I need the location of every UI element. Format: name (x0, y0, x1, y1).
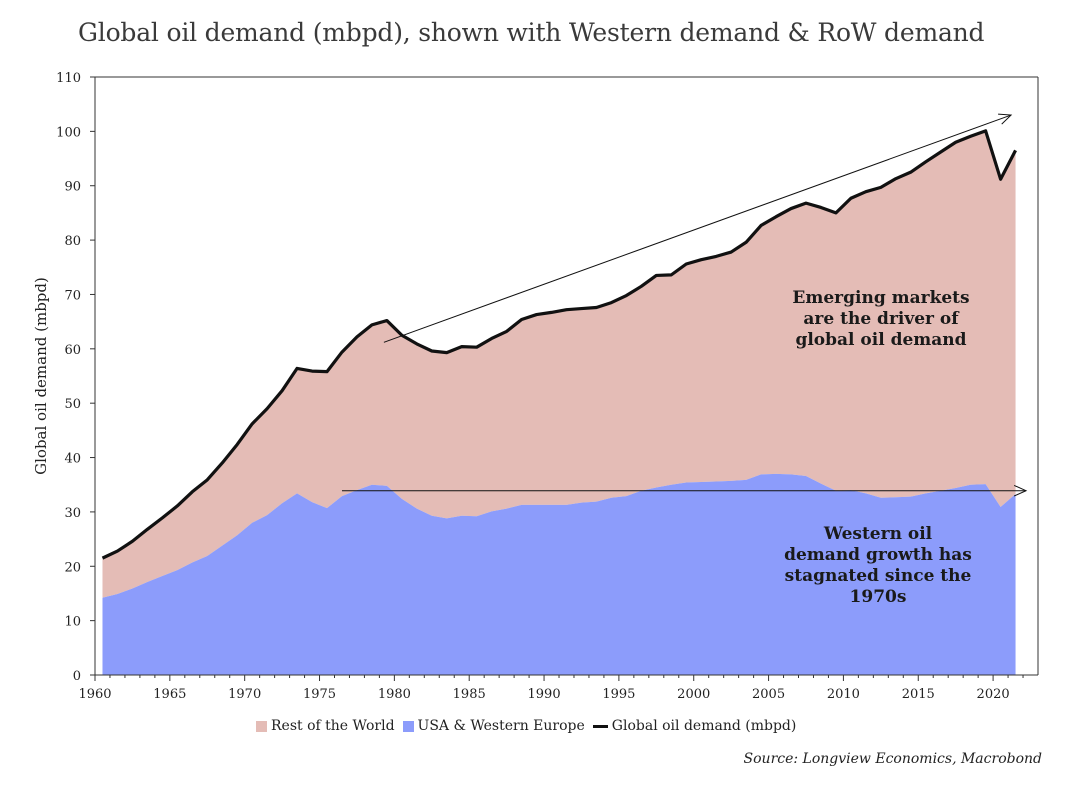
legend-item-global: Global oil demand (mbpd) (592, 718, 797, 734)
plot-area (101, 129, 1017, 675)
x-tick-label: 1960 (78, 687, 111, 702)
trend-arrow-global (383, 114, 1012, 343)
x-tick-label: 2020 (977, 687, 1010, 702)
x-tick-label: 2015 (902, 687, 935, 702)
y-tick-label: 0 (73, 669, 81, 684)
y-tick-label: 30 (64, 506, 81, 521)
y-tick-label: 70 (64, 288, 81, 303)
x-tick-label: 1980 (378, 687, 411, 702)
annotation-line: 1970s (849, 587, 907, 607)
legend-label-rest-of-world: Rest of the World (271, 718, 395, 734)
area-usa-western-europe (102, 473, 1016, 675)
trend-arrow-western-head (1013, 484, 1028, 497)
legend-label-global: Global oil demand (mbpd) (611, 718, 797, 734)
y-tick-label: 100 (56, 125, 81, 140)
legend-label-western: USA & Western Europe (417, 718, 585, 734)
y-tick-label: 90 (64, 180, 81, 195)
y-axis-label: Global oil demand (mbpd) (32, 277, 50, 475)
annotation-line: Western oil (823, 524, 933, 544)
annotation-line: demand growth has (784, 545, 972, 565)
x-tick-label: 2000 (677, 687, 710, 702)
x-tick-label: 1995 (602, 687, 635, 702)
x-tick-label: 1975 (303, 687, 336, 702)
legend-swatch-global (592, 724, 608, 728)
y-tick-label: 10 (64, 615, 81, 630)
annotation-western-stagnation: Western oil demand growth has stagnated si… (762, 524, 994, 608)
x-tick-label: 2005 (752, 687, 785, 702)
x-tick-label: 1990 (528, 687, 561, 702)
annotation-line: global oil demand (795, 330, 967, 350)
source-note: Source: Longview Economics, Macrobond (743, 751, 1042, 767)
annotation-line: are the driver of (803, 309, 959, 329)
x-tick-label: 1965 (153, 687, 186, 702)
y-tick-label: 50 (64, 397, 81, 412)
x-tick-label: 1970 (228, 687, 261, 702)
chart-title: Global oil demand (mbpd), shown with Wes… (78, 18, 985, 47)
legend-swatch-western (402, 720, 414, 732)
x-tick-label: 2010 (827, 687, 860, 702)
y-tick-label: 80 (64, 234, 81, 249)
y-tick-label: 20 (64, 560, 81, 575)
legend: Rest of the World USA & Western Europe G… (256, 718, 804, 734)
trend-arrow-global-head (998, 113, 1013, 125)
legend-item-western: USA & Western Europe (402, 718, 585, 734)
line-global-oil-demand (101, 129, 1017, 560)
area-rest-of-world (102, 130, 1016, 598)
y-tick-label: 60 (64, 343, 81, 358)
y-tick-label: 40 (64, 452, 81, 467)
trend-arrows (341, 113, 1028, 497)
legend-swatch-rest-of-world (256, 720, 267, 732)
axes: 0 10 20 30 40 50 60 70 80 90 100 110 1960 1965 1970 197… (32, 71, 1039, 702)
x-tick-label: 1985 (453, 687, 486, 702)
y-tick-label: 110 (56, 71, 81, 86)
annotation-line: stagnated since the (784, 566, 972, 586)
annotation-line: Emerging markets (792, 288, 970, 308)
legend-item-rest-of-world: Rest of the World (256, 718, 395, 734)
annotation-emerging-markets: Emerging markets are the driver of global … (770, 288, 992, 351)
